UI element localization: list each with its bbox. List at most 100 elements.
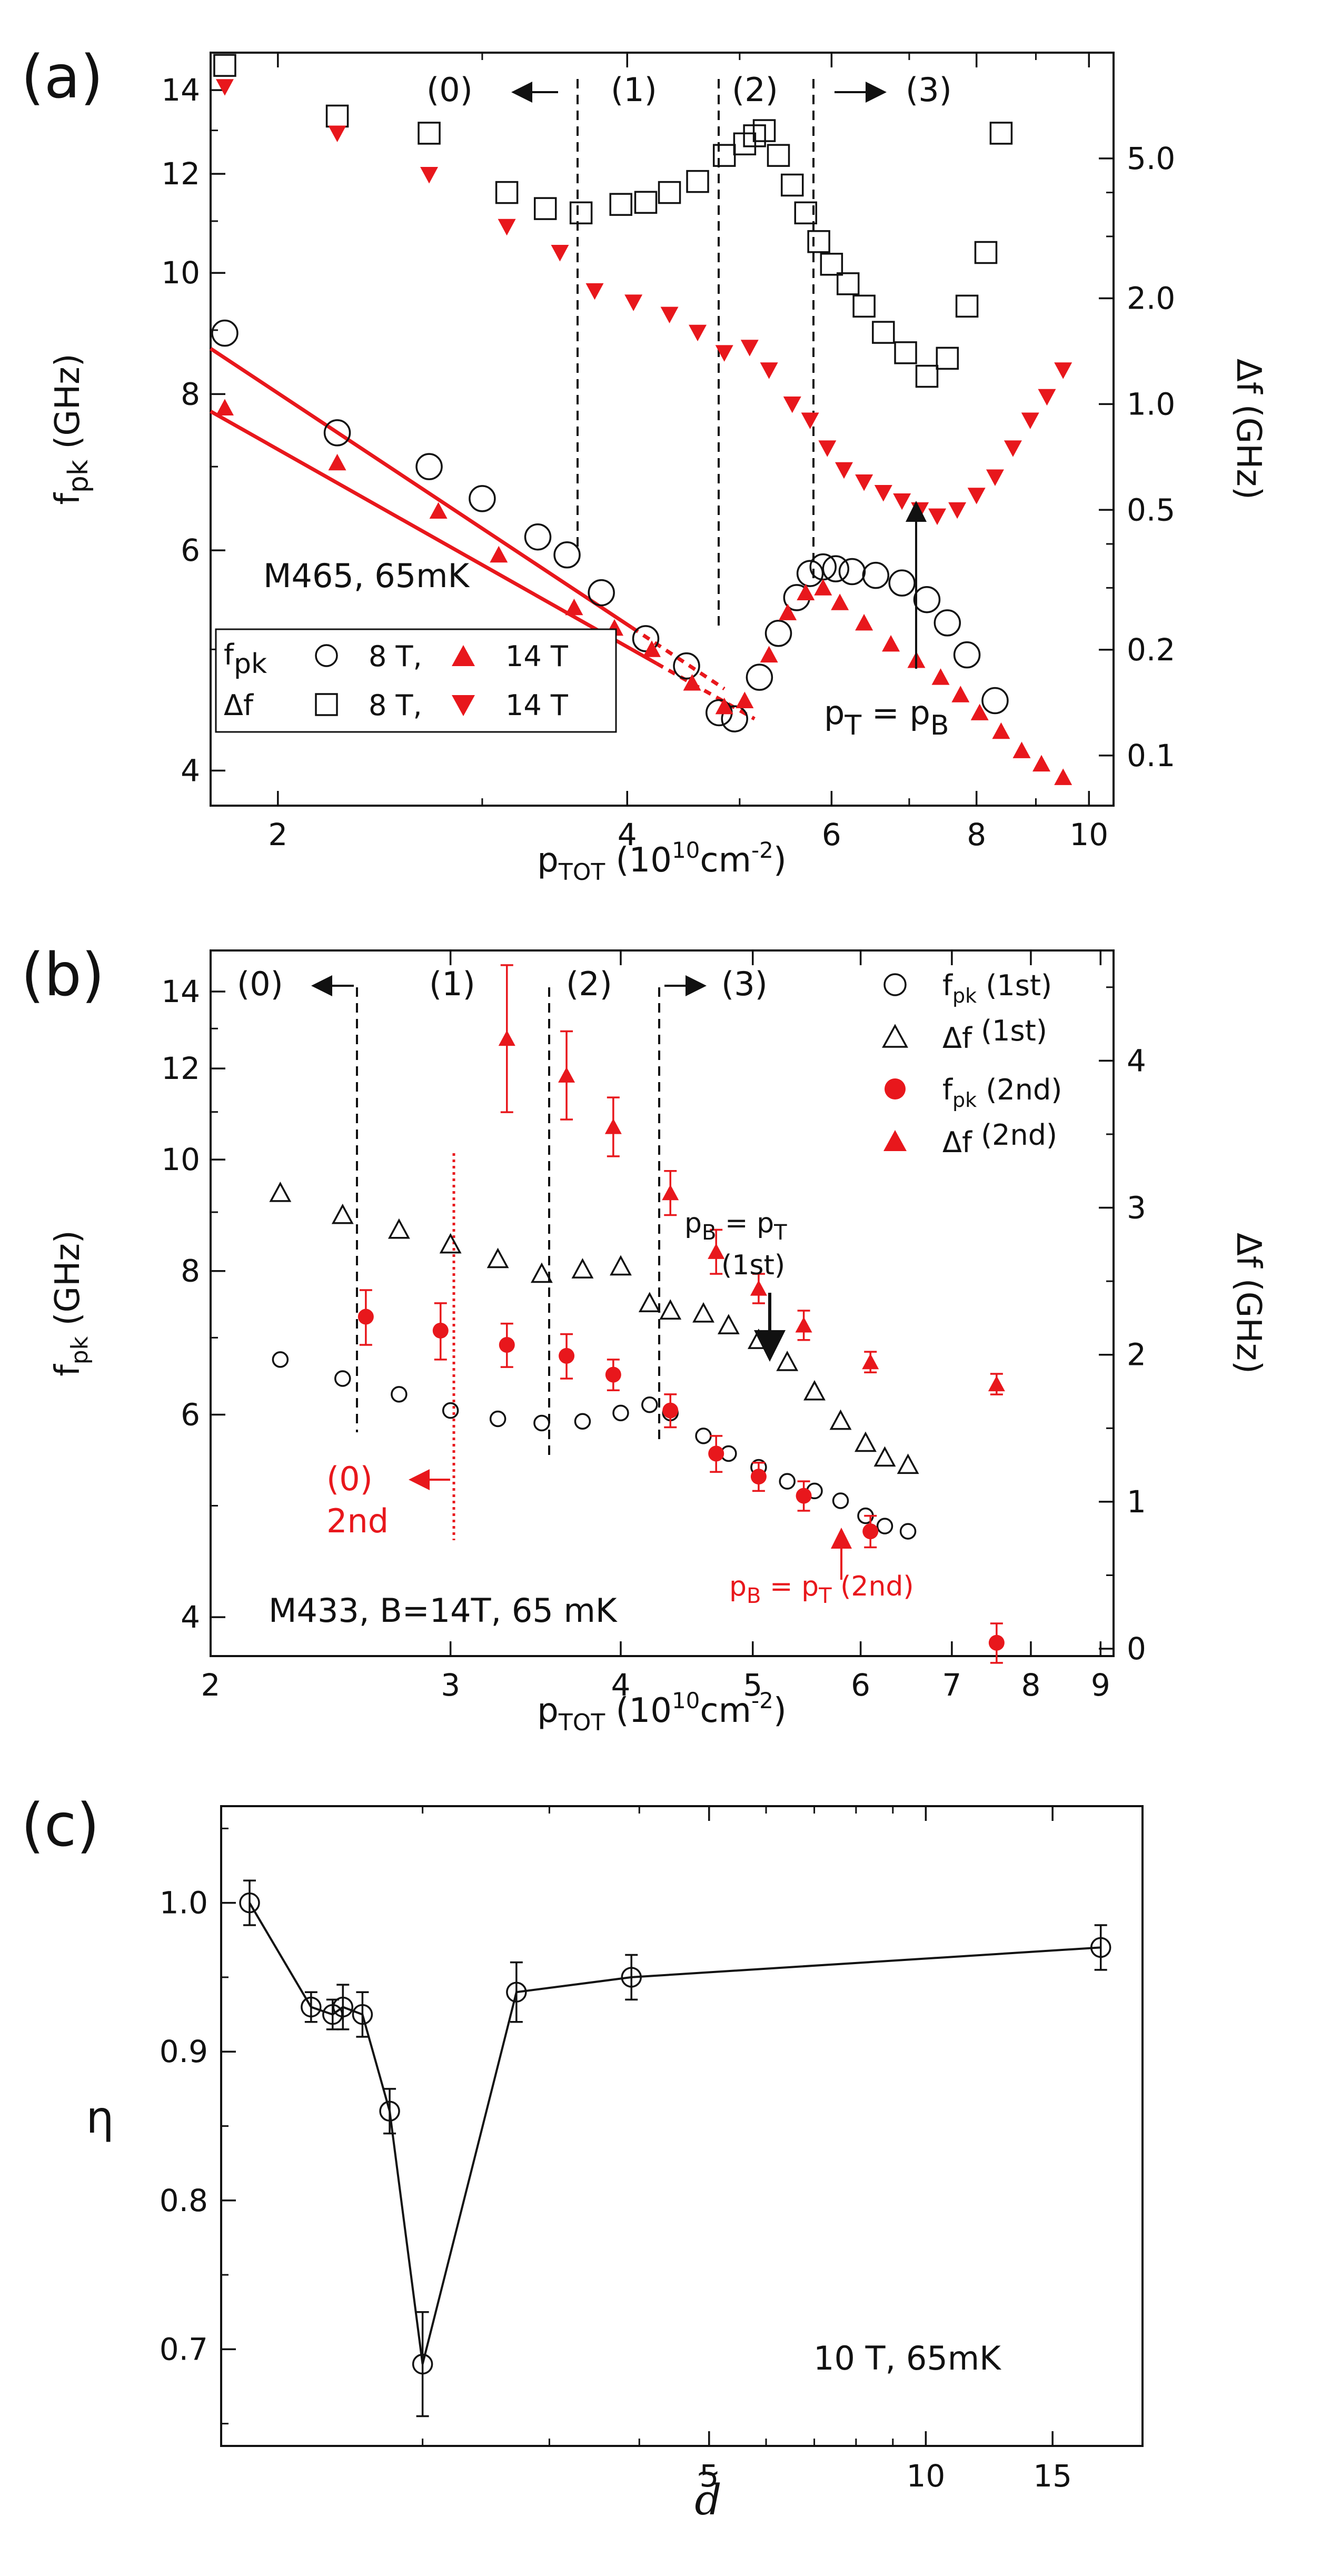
b-point-s1 — [803, 1380, 826, 1401]
a-point-s3 — [801, 412, 819, 429]
a-point-s2 — [712, 144, 736, 167]
c-ytick-label: 0.7 — [160, 2331, 208, 2367]
panel-c-condition: 10 T, 65mK — [813, 2339, 1001, 2377]
panel-a-data — [211, 54, 1072, 785]
legend-fpk-8t: 8 T, — [369, 640, 422, 673]
panel-b-legend: fpk (1st) Δf (1st) fpk (2nd) Δf (2nd) — [882, 969, 1062, 1159]
b-point-s0 — [574, 1413, 591, 1430]
c-errbar — [356, 1991, 369, 2038]
b-point-s3 — [604, 1118, 622, 1134]
a-point-s1 — [642, 640, 661, 657]
legend-fpk-label: fpk — [224, 638, 267, 680]
a-point-s0 — [862, 561, 890, 589]
b-point-s0 — [899, 1523, 917, 1540]
a-point-s3 — [1021, 412, 1039, 429]
a-point-s0 — [524, 523, 552, 551]
b-point-s1 — [873, 1446, 896, 1467]
a-point-s2 — [780, 173, 804, 197]
b-point-s1 — [530, 1262, 553, 1283]
b-point-s2 — [499, 1336, 515, 1353]
region-b-2-label: (2) — [566, 965, 612, 1003]
a-point-s3 — [855, 474, 873, 491]
a-point-s3 — [585, 283, 604, 300]
b-left-ytick-label: 14 — [161, 974, 200, 1009]
a-point-s3 — [215, 79, 234, 96]
a-point-s1 — [797, 583, 815, 601]
legend-b-row-3: fpk (2nd) — [942, 1073, 1062, 1112]
b-point-s0 — [612, 1404, 629, 1422]
a-point-s3 — [689, 324, 707, 342]
marker-first-line2: (1st) — [721, 1250, 785, 1281]
panel-a-xlabel: pTOT (1010cm-2) — [537, 837, 787, 886]
b-point-s2 — [750, 1469, 767, 1485]
a-point-s2 — [634, 191, 658, 214]
a-point-s0 — [469, 485, 496, 512]
a-point-s2 — [609, 193, 632, 216]
a-point-s2 — [820, 253, 843, 276]
legend-df-8t: 8 T, — [369, 689, 422, 722]
a-point-s2 — [989, 122, 1013, 145]
b-point-s1 — [692, 1302, 714, 1323]
panel-b-frame — [210, 949, 1115, 1657]
a-point-s2 — [767, 144, 790, 167]
a-point-s3 — [660, 306, 679, 324]
a-point-s0 — [933, 609, 961, 637]
b-point-s1 — [897, 1453, 919, 1474]
ptpb-label: pT = pB — [824, 693, 949, 741]
b-point-s2 — [357, 1309, 374, 1325]
a-point-s1 — [970, 704, 989, 720]
marker-second-label: pB = pT (2nd) — [729, 1571, 914, 1608]
b-point-s1 — [747, 1329, 770, 1349]
a-point-s3 — [783, 396, 801, 413]
panel-a-ylabel-left: fpk (GHz) — [48, 353, 94, 504]
c-xtick-label: 10 — [906, 2458, 945, 2494]
legend-b-row-4: Δf (2nd) — [942, 1118, 1057, 1159]
panel-a-fit-lines — [210, 346, 756, 721]
b-point-s2 — [708, 1445, 724, 1462]
b-point-s2 — [988, 1634, 1005, 1651]
c-errbar — [625, 1954, 638, 2001]
b-point-s0 — [272, 1351, 289, 1368]
b-point-s0 — [876, 1518, 893, 1534]
a-point-s2 — [752, 119, 776, 142]
a-point-s0 — [673, 652, 700, 680]
a-point-s2 — [658, 181, 681, 204]
legend-filled-triangle-up — [452, 645, 475, 666]
b-point-s3 — [988, 1375, 1005, 1392]
b-right-ytick-label: 3 — [1127, 1190, 1146, 1226]
a-xtick-label: 6 — [822, 817, 841, 853]
a-point-s3 — [1038, 389, 1056, 406]
panel-a-letter: (a) — [21, 43, 103, 112]
panel-b-sample-label: M433, B=14T, 65 mK — [269, 1591, 618, 1630]
a-left-ytick-label: 6 — [181, 532, 200, 568]
c-ytick-label: 0.8 — [160, 2183, 208, 2218]
b-point-s0 — [533, 1414, 550, 1432]
legend-open-square — [315, 693, 338, 716]
b-point-s1 — [571, 1258, 594, 1279]
a-point-s1 — [328, 453, 346, 471]
a-point-s3 — [328, 125, 346, 142]
b-point-s2 — [559, 1348, 575, 1364]
a-point-s3 — [911, 502, 929, 519]
a-point-s2 — [894, 341, 917, 364]
a-point-s2 — [807, 230, 830, 253]
panel-a-ticks: 2 4 6 8 10 4 6 8 10 12 14 0.1 0.2 0.5 1.0 2.0 5.0 — [161, 53, 1175, 853]
b-point-s3 — [662, 1184, 679, 1201]
b-point-s0 — [641, 1396, 658, 1413]
c-ytick-label: 0.9 — [160, 2034, 208, 2069]
a-point-s3 — [1054, 362, 1072, 379]
legend-b-row-1: fpk (1st) — [942, 969, 1052, 1007]
legend-b-filled-circle — [885, 1078, 906, 1099]
a-point-s2 — [495, 181, 519, 204]
a-point-s3 — [986, 469, 1004, 486]
a-point-s2 — [936, 346, 959, 370]
b-xtick-label: 7 — [942, 1667, 961, 1703]
a-point-s0 — [764, 620, 792, 647]
panel-c: (c) 5 10 15 0.7 0.8 0.9 1.0 10 T, 65mK η d ~ — [21, 1791, 1144, 2524]
panel-a-ylabel-right: Δf (GHz) — [1229, 359, 1268, 500]
b-xtick-label: 3 — [441, 1667, 460, 1703]
b-point-s1 — [638, 1292, 661, 1313]
a-point-s0 — [553, 541, 581, 569]
eta-line — [249, 1902, 1101, 2365]
